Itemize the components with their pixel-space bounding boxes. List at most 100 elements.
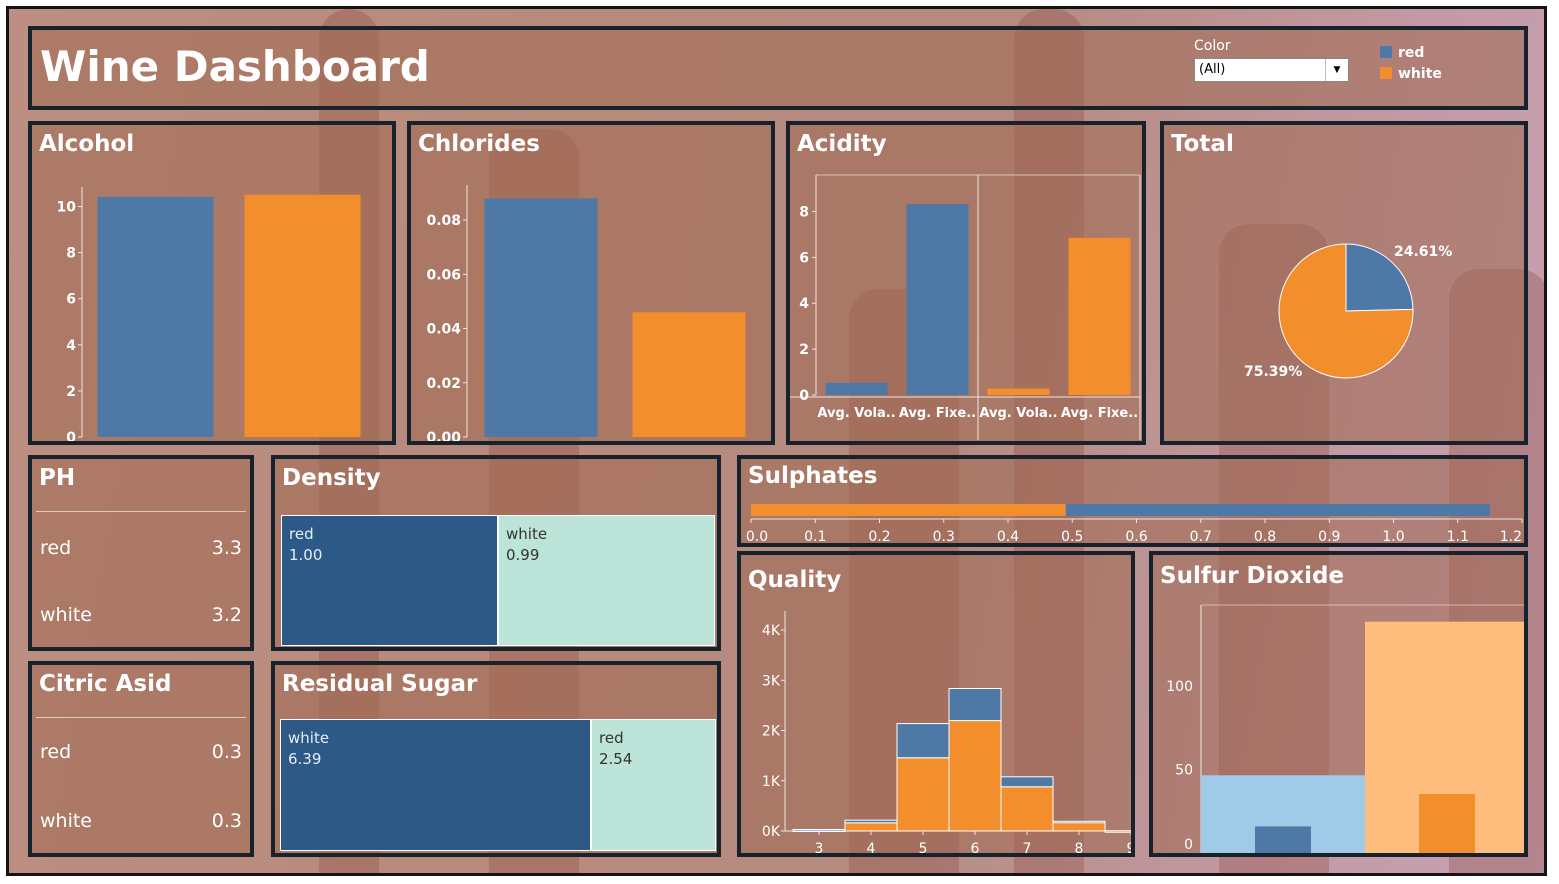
row-label: red	[40, 537, 72, 559]
treemap-cell-white[interactable]: white 6.39	[280, 719, 591, 851]
alcohol-panel: Alcohol 0 2 4 6 8 10	[28, 121, 396, 445]
x-tick-label: Avg. Vola..	[979, 406, 1057, 421]
panel-title: Alcohol	[39, 131, 135, 157]
cell-label: white	[506, 525, 548, 543]
y-tick-label: 50	[1175, 762, 1193, 778]
legend-label: white	[1398, 66, 1442, 82]
sulfur-dioxide-chart: 0 50 100	[1166, 604, 1524, 853]
color-filter-dropdown[interactable]: (All) ▼	[1194, 58, 1349, 82]
y-tick-label: 0.02	[426, 376, 461, 392]
x-tick-label: 0.5	[1061, 529, 1083, 543]
bar-red	[948, 688, 1002, 722]
treemap-cell-white[interactable]: white 0.99	[498, 515, 715, 646]
row-label: white	[40, 810, 92, 832]
alcohol-chart: 0 2 4 6 8 10	[57, 187, 361, 441]
row-label: white	[40, 604, 92, 626]
x-tick-label: 8	[1075, 841, 1084, 853]
panel-title: Sulfur Dioxide	[1160, 563, 1345, 589]
title-bar: Wine Dashboard Color (All) ▼ red white	[28, 26, 1528, 110]
ph-panel: PH red 3.3 white 3.2	[28, 455, 254, 651]
x-tick-label: 4	[867, 841, 876, 853]
y-tick-label: 0.04	[426, 322, 461, 338]
y-tick-label: 4	[66, 338, 76, 354]
pie-slice-red	[1345, 243, 1414, 312]
y-tick-label: 3K	[762, 673, 781, 689]
y-tick-label: 4	[799, 296, 809, 312]
bar	[1068, 237, 1131, 395]
cell-label: white	[288, 729, 330, 747]
cell-value: 6.39	[288, 750, 322, 768]
total-panel: Total 24.61% 75.39%	[1160, 121, 1528, 445]
y-tick-label: 4K	[762, 623, 781, 639]
bar	[987, 388, 1050, 395]
bar-white	[1104, 830, 1131, 833]
x-tick-label: 3	[815, 841, 824, 853]
x-tick-label: 0.6	[1125, 529, 1147, 543]
x-tick-label: 0.0	[746, 529, 768, 543]
pie-label-white: 75.39%	[1244, 364, 1302, 380]
x-tick-label: 0.9	[1318, 529, 1340, 543]
dashboard-title: Wine Dashboard	[40, 42, 430, 91]
panel-title: Total	[1171, 131, 1234, 157]
y-tick-label: 0.06	[426, 267, 461, 283]
legend-swatch	[1380, 46, 1392, 58]
bar-white	[632, 312, 746, 437]
y-tick-label: 0.00	[426, 430, 461, 441]
bar-white	[896, 757, 950, 832]
residual-sugar-panel: Residual Sugar white 6.39 red 2.54	[271, 661, 721, 857]
free-bar-white	[1419, 793, 1475, 853]
panel-title: PH	[39, 465, 76, 491]
x-tick-label: 1.1	[1447, 529, 1469, 543]
y-tick-label: 1K	[762, 774, 781, 790]
panel-title: Quality	[748, 567, 842, 593]
dashboard: Wine Dashboard Color (All) ▼ red white A…	[6, 6, 1547, 876]
legend-swatch	[1380, 67, 1392, 79]
x-tick-label: 5	[919, 841, 928, 853]
bar-red	[896, 723, 950, 759]
bar-red	[1065, 504, 1490, 516]
chlorides-chart: 0.00 0.02 0.04 0.06 0.08	[426, 185, 746, 441]
row-value: 0.3	[211, 741, 242, 763]
x-tick-label: 6	[971, 841, 980, 853]
treemap-cell-red[interactable]: red 2.54	[591, 719, 716, 851]
panel-title: Sulphates	[748, 463, 878, 489]
citric-row-white: white 0.3	[40, 810, 242, 832]
bar-red	[792, 828, 846, 832]
cell-value: 0.99	[506, 546, 540, 564]
x-tick-label: 0.3	[933, 529, 955, 543]
row-value: 3.3	[211, 537, 242, 559]
legend-label: red	[1398, 45, 1425, 61]
bar-red	[1052, 820, 1106, 824]
bar	[906, 204, 969, 395]
bar-white	[751, 504, 1066, 516]
x-tick-label: Avg. Fixe..	[1061, 406, 1138, 421]
panel-title: Acidity	[797, 131, 887, 157]
bar-white	[1052, 821, 1106, 832]
y-tick-label: 0.08	[426, 213, 461, 229]
y-tick-label: 0K	[762, 824, 781, 840]
x-tick-label: 1.2	[1500, 529, 1522, 543]
citric-panel: Citric Asid red 0.3 white 0.3	[28, 661, 254, 857]
bar-white	[844, 822, 898, 832]
row-value: 0.3	[211, 810, 242, 832]
chlorides-panel: Chlorides 0.00 0.02 0.04 0.06 0.08	[407, 121, 775, 445]
chevron-down-icon[interactable]: ▼	[1325, 59, 1348, 81]
x-tick-label: Avg. Vola..	[817, 406, 895, 421]
y-tick-label: 6	[799, 250, 809, 266]
legend-item-white[interactable]: white	[1380, 66, 1442, 82]
treemap-cell-red[interactable]: red 1.00	[281, 515, 498, 646]
quality-chart: 0K 1K 2K 3K 4K 3 4 5 6 7 8 9	[762, 611, 1131, 853]
row-label: red	[40, 741, 72, 763]
citric-row-red: red 0.3	[40, 741, 242, 763]
filter-value: (All)	[1199, 62, 1226, 77]
y-tick-label: 0	[1184, 837, 1193, 853]
x-tick-label: 1.0	[1382, 529, 1404, 543]
legend-item-red[interactable]: red	[1380, 45, 1424, 61]
ph-row-red: red 3.3	[40, 537, 242, 559]
y-tick-label: 10	[57, 200, 77, 216]
bar-red	[1000, 776, 1054, 788]
y-tick-label: 0	[66, 430, 76, 441]
panel-title: Density	[282, 465, 381, 491]
free-bar-red	[1255, 826, 1311, 853]
divider	[36, 511, 246, 512]
